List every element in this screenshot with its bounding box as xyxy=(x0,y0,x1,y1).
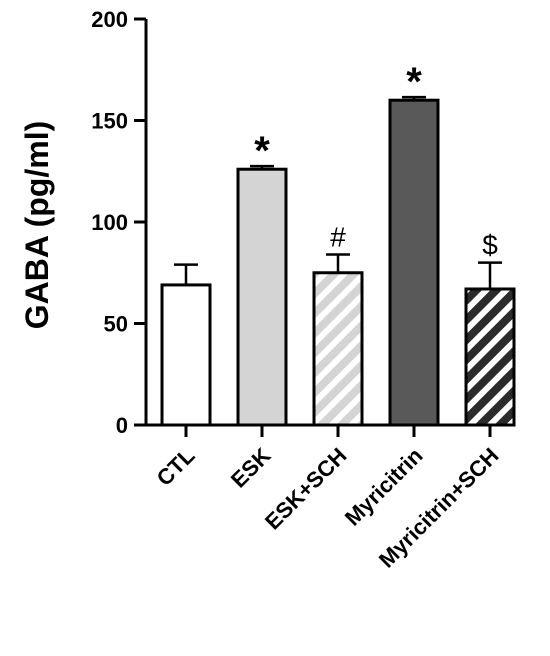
bar-esk xyxy=(236,167,288,427)
bars xyxy=(160,98,516,427)
category-label: ESK xyxy=(226,443,276,493)
bar-myricitrin xyxy=(388,98,440,427)
significance-marker: * xyxy=(406,60,422,104)
bar-myricitrin-sch xyxy=(464,287,516,427)
y-tick-label: 50 xyxy=(104,312,128,337)
y-axis-label: GABA (pg/ml) xyxy=(19,121,55,330)
significance-marker: * xyxy=(254,129,270,173)
y-axis: 0 50 100 150 200 xyxy=(91,7,148,438)
y-tick-label: 200 xyxy=(91,7,128,32)
y-tick-label: 150 xyxy=(91,109,128,134)
y-tick-label: 0 xyxy=(116,413,128,438)
significance-markers: * # * $ xyxy=(254,60,498,260)
category-label: ESK+SCH xyxy=(260,443,352,535)
bar-esk-sch xyxy=(312,271,364,427)
x-axis xyxy=(146,423,515,437)
bar-ctl xyxy=(160,283,212,427)
significance-marker: # xyxy=(330,221,346,252)
error-bars xyxy=(174,95,502,289)
category-label: CTL xyxy=(152,443,200,491)
y-tick-label: 100 xyxy=(91,210,128,235)
significance-marker: $ xyxy=(482,230,498,261)
